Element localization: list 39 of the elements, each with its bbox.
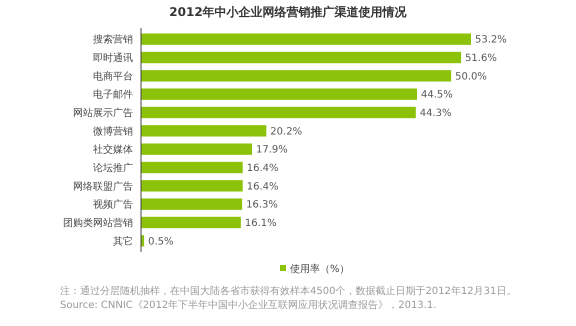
y-tick-label: 搜索营销 — [93, 34, 133, 46]
y-tick-label: 即时通讯 — [93, 52, 133, 64]
bar — [141, 198, 242, 210]
bar — [141, 88, 418, 100]
y-tick-label: 电子邮件 — [93, 88, 133, 101]
y-tick-label: 社交媒体 — [93, 144, 133, 156]
bar — [141, 125, 266, 137]
data-label: 53.2% — [475, 34, 507, 46]
bar — [141, 216, 241, 228]
bar — [141, 52, 462, 64]
bar — [141, 70, 452, 82]
bar — [141, 143, 252, 155]
bar — [141, 162, 243, 174]
data-label: 17.9% — [256, 144, 288, 156]
y-tick-label: 电商平台 — [93, 70, 133, 82]
bar — [141, 106, 416, 118]
source-note: Source: CNNIC《2012年下半年中国中小企业互联网应用状况调查报告》，2013.1. — [60, 299, 436, 311]
y-tick-label: 团购类网站营销 — [63, 217, 133, 229]
y-tick-label: 网络联盟广告 — [73, 180, 133, 192]
data-label: 16.4% — [246, 181, 279, 192]
bar — [141, 180, 243, 192]
chart-title: 2012年中小企业网络营销推广渠道使用情况 — [169, 5, 408, 19]
text: 注：通过分层随机抽样，在中国大陆各省市获得有效样本4500个，数据截止日期于2012年12月31日。 — [60, 285, 516, 297]
y-tick-label: 微博营销 — [93, 125, 133, 138]
data-label: 20.2% — [270, 126, 302, 138]
legend-label: 使用率（%） — [290, 263, 350, 275]
data-label: 0.5% — [148, 236, 174, 248]
data-label: 51.6% — [465, 53, 497, 64]
data-label: 50.0% — [455, 71, 487, 82]
y-tick-label: 网站展示广告 — [73, 107, 133, 119]
y-tick-label: 视频广告 — [93, 198, 133, 211]
y-tick-label: 其它 — [113, 235, 133, 248]
data-label: 44.5% — [421, 90, 453, 101]
y-tick-label: 论坛推广 — [93, 162, 133, 174]
data-label: 16.3% — [246, 200, 278, 211]
data-label: 44.3% — [420, 108, 452, 119]
bar — [141, 33, 471, 45]
data-label: 16.1% — [244, 218, 277, 229]
data-label: 16.4% — [246, 163, 279, 174]
